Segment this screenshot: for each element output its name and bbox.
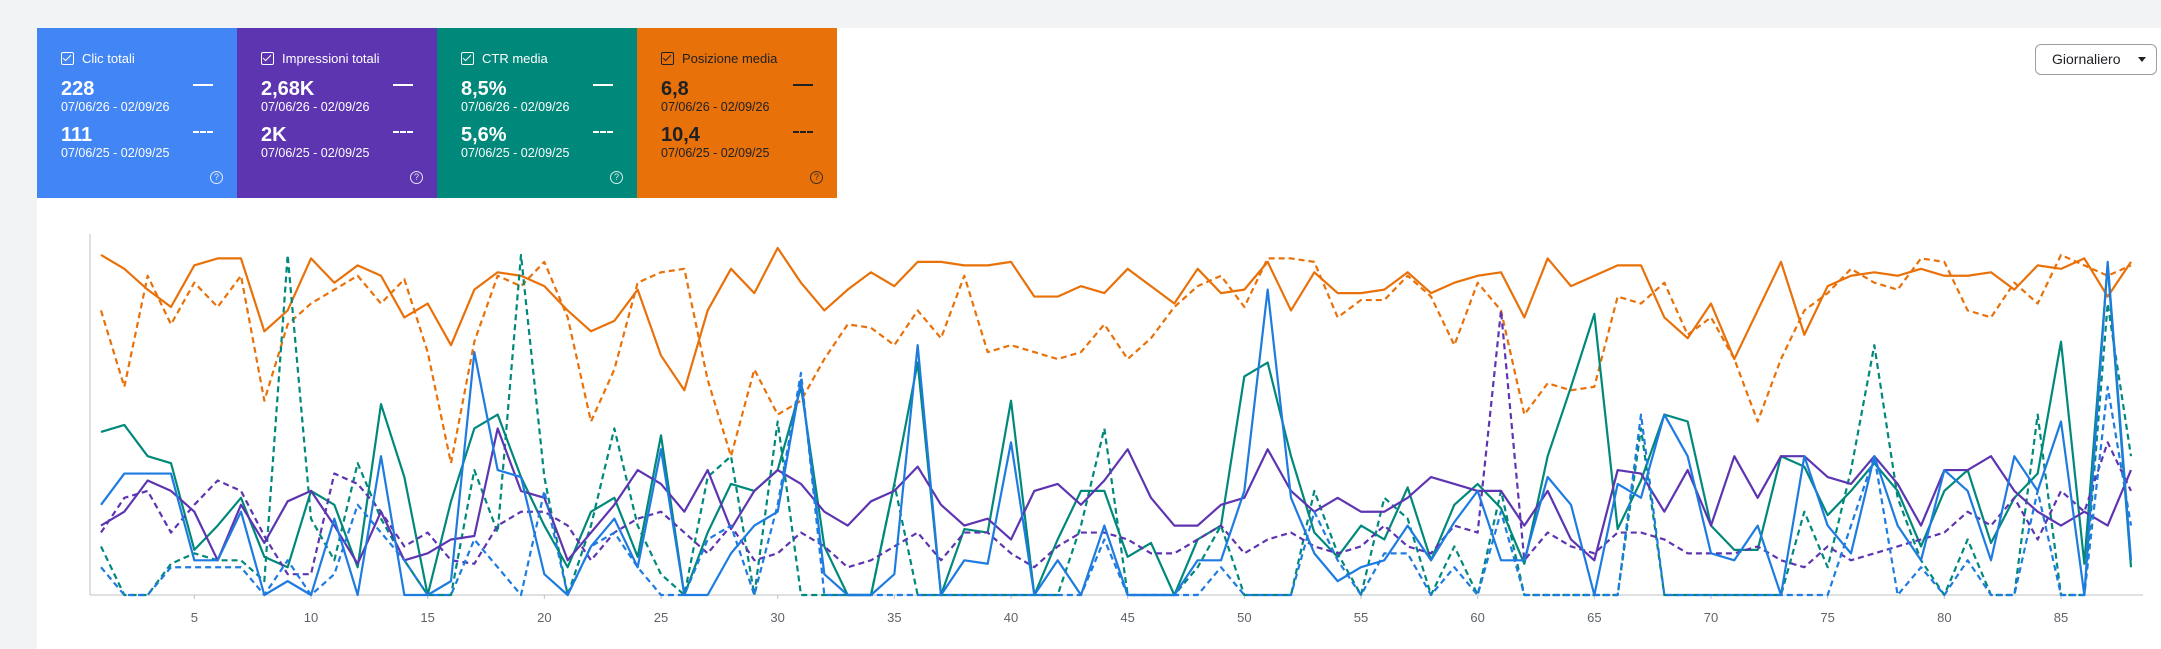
help-icon: ? (410, 171, 423, 184)
x-tick-label: 40 (1004, 610, 1018, 625)
series-line (100, 260, 2133, 597)
x-tick-label: 75 (1820, 610, 1834, 625)
legend-dashed (793, 131, 813, 133)
help-icon: ? (210, 171, 223, 184)
current-value: 228 (61, 78, 95, 100)
current-range: 07/06/26 - 02/09/26 (261, 100, 370, 114)
legend-solid (793, 84, 813, 86)
current-value: 8,5% (461, 78, 507, 100)
card-label: CTR media (482, 50, 548, 66)
x-tick-label: 5 (191, 610, 198, 625)
metric-card[interactable]: Posizione media 6,8 07/06/26 - 02/09/26 10,… (637, 28, 837, 198)
current-value: 6,8 (661, 78, 689, 100)
legend-solid (593, 84, 613, 86)
previous-range: 07/06/25 - 02/09/25 (261, 146, 370, 160)
x-tick-label: 25 (654, 610, 668, 625)
series-line (99, 253, 2132, 465)
card-label: Clic totali (82, 50, 135, 66)
x-tick-label: 20 (537, 610, 551, 625)
checkbox (261, 51, 274, 65)
x-tick-label: 85 (2054, 610, 2068, 625)
series-line (100, 264, 2133, 597)
previous-range: 07/06/25 - 02/09/25 (461, 146, 570, 160)
series-line (100, 427, 2133, 565)
x-tick-label: 45 (1120, 610, 1134, 625)
metric-card[interactable]: Impressioni totali 2,68K 07/06/26 - 02/09/… (237, 28, 437, 198)
x-tick-label: 30 (770, 610, 784, 625)
granularity-dropdown[interactable]: Giornaliero (2035, 44, 2157, 75)
checkbox (461, 51, 474, 65)
card-header: Clic totali (61, 50, 237, 66)
previous-value: 5,6% (461, 124, 507, 146)
current-value: 2,68K (261, 78, 315, 100)
current-range: 07/06/26 - 02/09/26 (661, 100, 770, 114)
x-tick-label: 65 (1587, 610, 1601, 625)
legend-dashed (193, 131, 213, 133)
x-tick-label: 80 (1937, 610, 1951, 625)
x-tick-label: 15 (420, 610, 434, 625)
help-icon: ? (810, 171, 823, 184)
series-line (100, 309, 2132, 576)
series-line (100, 246, 2132, 392)
legend-solid (193, 84, 213, 86)
previous-value: 10,4 (661, 124, 700, 146)
card-label: Impressioni totali (282, 50, 380, 66)
checkbox (61, 51, 74, 65)
series-line (100, 371, 2133, 597)
x-tick-label: 50 (1237, 610, 1251, 625)
previous-range: 07/06/25 - 02/09/25 (661, 146, 770, 160)
metric-card[interactable]: Clic totali 228 07/06/26 - 02/09/26 111 07/0… (37, 28, 237, 198)
x-tick-label: 70 (1704, 610, 1718, 625)
previous-range: 07/06/25 - 02/09/25 (61, 146, 170, 160)
previous-value: 111 (61, 124, 93, 146)
card-header: CTR media (461, 50, 637, 66)
current-range: 07/06/26 - 02/09/26 (61, 100, 170, 114)
x-tick-label: 10 (304, 610, 318, 625)
x-tick-label: 55 (1354, 610, 1368, 625)
legend-dashed (393, 131, 413, 133)
metric-card[interactable]: CTR media 8,5% 07/06/26 - 02/09/26 5,6% 07/0… (437, 28, 637, 198)
current-range: 07/06/26 - 02/09/26 (461, 100, 570, 114)
legend-solid (393, 84, 413, 86)
help-icon: ? (610, 171, 623, 184)
card-label: Posizione media (682, 50, 778, 66)
x-tick-label: 35 (887, 610, 901, 625)
card-header: Impressioni totali (261, 50, 437, 66)
previous-value: 2K (261, 124, 287, 146)
card-header: Posizione media (661, 50, 837, 66)
x-tick-label: 60 (1470, 610, 1484, 625)
legend-dashed (593, 131, 613, 133)
checkbox (661, 51, 674, 65)
series-line (100, 253, 2133, 597)
